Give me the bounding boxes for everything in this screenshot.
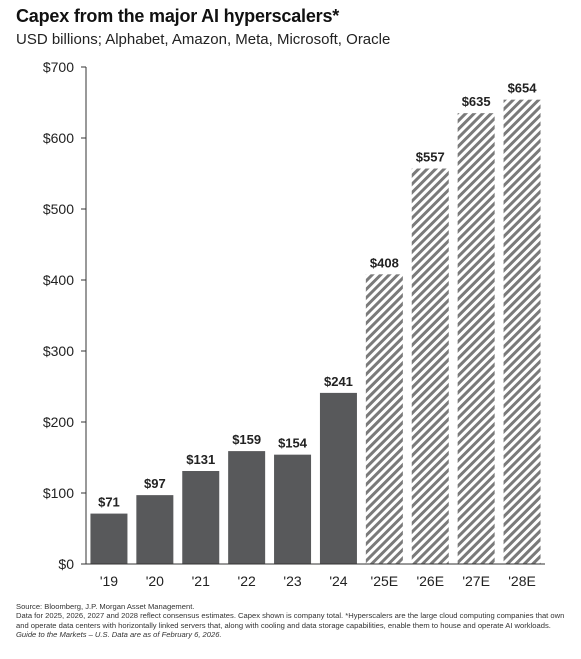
y-tick-label: $400 <box>43 272 74 288</box>
x-tick-label: '28E <box>508 573 536 589</box>
bar-value-label: $131 <box>186 452 215 467</box>
source-note: Source: Bloomberg, J.P. Morgan Asset Man… <box>16 602 195 611</box>
bar-actual <box>228 451 266 564</box>
chart-title: Capex from the major AI hyperscalers* <box>16 6 340 26</box>
y-tick-label: $100 <box>43 485 74 501</box>
bar-actual <box>182 470 220 564</box>
disclaimer-note: Data for 2025, 2026, 2027 and 2028 refle… <box>16 611 565 630</box>
bar-estimate <box>365 274 403 564</box>
bar-value-label: $408 <box>370 255 399 270</box>
bars-group: $71 $97 $131 $159 $154 $241 $408 $557 $635 $654 <box>90 81 541 565</box>
x-tick-label: '19 <box>100 573 118 589</box>
y-tick-label: $300 <box>43 343 74 359</box>
x-tick-label: '25E <box>371 573 399 589</box>
bar-value-label: $635 <box>462 94 491 109</box>
x-tick-label: '21 <box>192 573 210 589</box>
bar-value-label: $654 <box>508 81 538 96</box>
y-tick-label: $600 <box>43 130 74 146</box>
x-axis: '19 '20 '21 '22 '23 '24 '25E '26E '27E '28E <box>86 563 545 589</box>
y-tick-label: $0 <box>58 556 74 572</box>
y-axis: $0 $100 $200 $300 $400 $500 $600 $700 <box>43 59 87 572</box>
bar-actual <box>90 513 128 564</box>
chart-subtitle: USD billions; Alphabet, Amazon, Meta, Mi… <box>16 31 391 48</box>
x-tick-label: '20 <box>146 573 164 589</box>
bar-value-label: $154 <box>278 436 308 451</box>
x-tick-label: '26E <box>416 573 444 589</box>
x-tick-label: '24 <box>329 573 347 589</box>
chart-footer: Source: Bloomberg, J.P. Morgan Asset Man… <box>16 602 571 640</box>
bar-actual <box>274 454 312 564</box>
bar-actual <box>136 495 174 564</box>
bar-value-label: $557 <box>416 150 445 165</box>
x-tick-label: '27E <box>462 573 490 589</box>
y-tick-label: $500 <box>43 201 74 217</box>
x-tick-label: '23 <box>283 573 301 589</box>
bar-value-label: $159 <box>232 432 261 447</box>
bar-estimate <box>503 99 541 564</box>
bar-value-label: $71 <box>98 495 120 510</box>
bar-estimate <box>411 168 449 564</box>
bar-value-label: $97 <box>144 476 166 491</box>
bar-actual <box>319 392 357 564</box>
x-tick-label: '22 <box>238 573 256 589</box>
y-tick-label: $200 <box>43 414 74 430</box>
bar-estimate <box>457 113 495 565</box>
bar-value-label: $241 <box>324 374 353 389</box>
guide-note: Guide to the Markets – U.S. Data are as … <box>16 630 222 640</box>
y-tick-label: $700 <box>43 59 74 75</box>
bar-chart: $0 $100 $200 $300 $400 $500 $600 $700 $71 $97 $13… <box>43 59 545 589</box>
